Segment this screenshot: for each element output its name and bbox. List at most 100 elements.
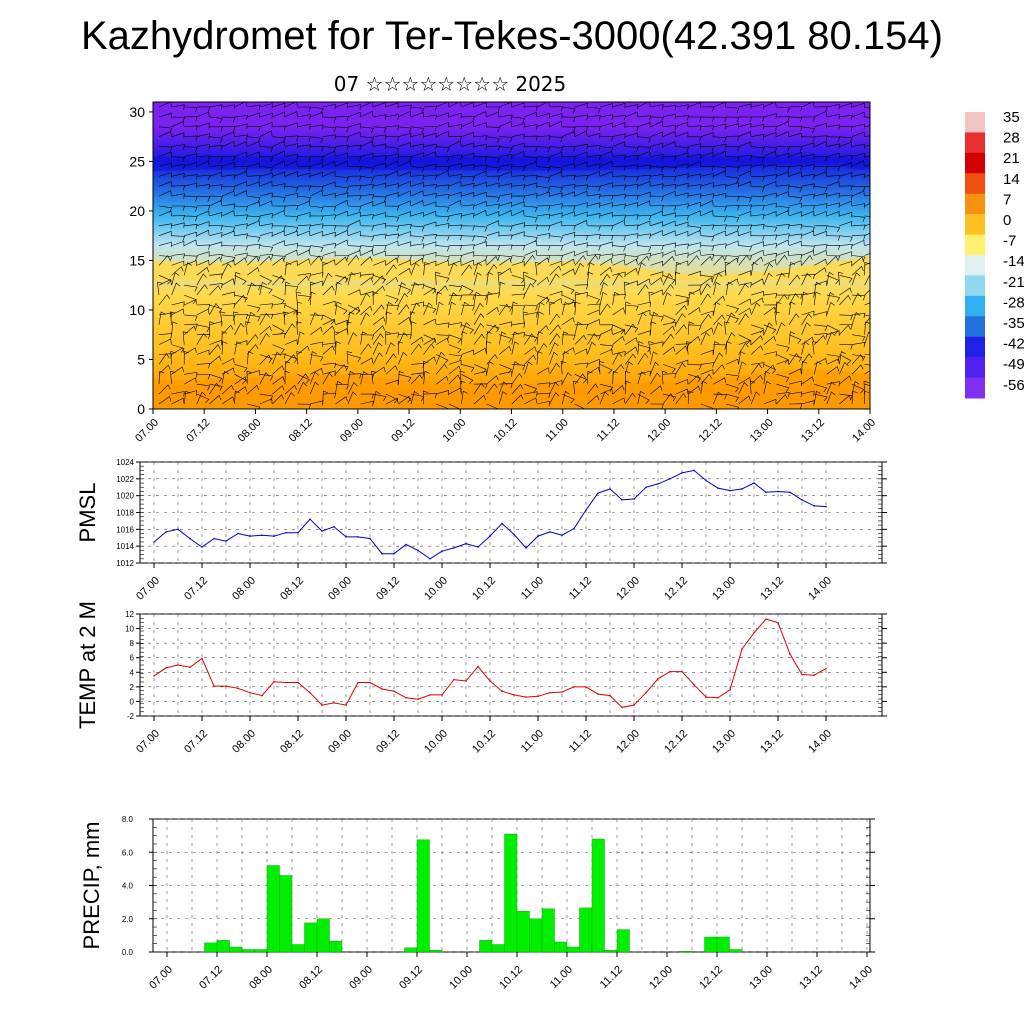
precip-x-tick-label: 09.12 [397, 964, 425, 992]
precip-x-tick-label: 13.12 [797, 964, 825, 992]
cross-x-tick-label: 13.00 [748, 417, 776, 445]
pmsl-data-point [297, 531, 299, 534]
temp-data-point [669, 670, 671, 673]
pmsl-data-point [309, 518, 311, 520]
colorbar-swatch [965, 214, 985, 236]
colorbar-label: 14 [1003, 171, 1020, 188]
pmsl-y-tick-label: 1022 [116, 475, 134, 484]
precip-bar [716, 936, 730, 953]
precip-y-tick-label: 4.0 [122, 882, 134, 891]
temp-data-point [501, 690, 503, 692]
pmsl-data-point [321, 530, 323, 532]
colorbar-label: 7 [1003, 191, 1011, 208]
temp-data-point [633, 704, 635, 706]
temp-data-point [213, 685, 215, 687]
precip-y-tick-label: 8.0 [122, 815, 134, 824]
pmsl-data-point [153, 541, 155, 543]
pmsl-data-point [465, 542, 467, 545]
temp-data-point [813, 674, 815, 676]
temp-data-point [645, 691, 647, 694]
temp-data-point [465, 680, 467, 682]
colorbar-label: -56 [1003, 377, 1024, 394]
temp-data-point [765, 618, 767, 620]
cross-x-tick-label: 08.00 [236, 417, 264, 445]
pmsl-data-point [369, 537, 371, 540]
pmsl-data-point [273, 535, 275, 537]
pmsl-data-point [765, 491, 767, 494]
pmsl-y-tick-label: 1016 [116, 525, 134, 534]
precip-bar [604, 950, 618, 953]
temp-data-point [225, 685, 227, 687]
pmsl-x-tick-label: 07.12 [182, 575, 210, 603]
pmsl-data-point [381, 552, 383, 555]
pmsl-data-point [597, 492, 599, 494]
freezing-level-band [153, 256, 870, 281]
pmsl-data-point [513, 533, 515, 536]
pmsl-x-tick-label: 09.00 [326, 575, 354, 603]
colorbar-label: -7 [1003, 233, 1016, 250]
pmsl-x-tick-label: 08.12 [278, 575, 306, 603]
temp-data-point [777, 621, 779, 624]
precip-bar [329, 941, 343, 953]
cross-y-tick-label: 25 [129, 153, 145, 169]
pmsl-data-point [753, 482, 755, 484]
precip-bar [254, 949, 268, 953]
temp-axis-title: TEMP at 2 M [75, 601, 100, 729]
pmsl-data-point [561, 534, 563, 536]
cross-x-tick-label: 08.12 [287, 417, 315, 445]
temp-data-point [201, 657, 203, 660]
temp-x-tick-label: 08.12 [278, 728, 306, 756]
temp-x-tick-label: 10.00 [422, 728, 450, 756]
cross-y-tick-label: 5 [137, 351, 145, 367]
temp-data-point [309, 691, 311, 694]
colorbar-label: 0 [1003, 212, 1011, 229]
temp-data-point [729, 689, 731, 691]
pmsl-data-point [789, 491, 791, 494]
precip-y-tick-label: 2.0 [122, 915, 134, 924]
pmsl-data-point [825, 505, 827, 508]
temp-x-tick-label: 13.00 [710, 728, 738, 756]
precipitation-panel: 8.0 6.0 4.0 2.0 0.0 07.00 07.12 08.00 08.12 09.00… [79, 815, 875, 992]
temp-x-tick-label: 08.00 [230, 728, 258, 756]
pmsl-x-tick-label: 10.12 [470, 575, 498, 603]
pmsl-data-point [345, 536, 347, 538]
temp-frame [139, 613, 883, 717]
colorbar-swatch [965, 295, 985, 317]
temp-y-tick-label: 0 [130, 697, 135, 706]
temp-data-point [165, 667, 167, 669]
precip-x-tick-label: 07.00 [147, 964, 175, 992]
colorbar-swatch [965, 336, 985, 358]
pmsl-x-tick-label: 10.00 [422, 575, 450, 603]
precip-bar [216, 940, 230, 953]
precip-x-tick-label: 13.00 [747, 964, 775, 992]
pmsl-x-tick-label: 11.00 [519, 575, 546, 602]
precip-bar [679, 951, 693, 953]
temp-data-point [537, 695, 539, 698]
precip-y-tick-label: 0.0 [122, 948, 134, 957]
precip-x-tick-label: 10.00 [447, 964, 475, 992]
temp-data-point [717, 697, 719, 699]
pmsl-x-tick-label: 13.12 [758, 575, 786, 603]
pmsl-data-point [201, 546, 203, 548]
temp-data-point [753, 632, 755, 634]
temp-x-tick-label: 13.12 [758, 728, 786, 756]
pmsl-data-point [729, 489, 731, 492]
colorbar-label: -49 [1003, 356, 1024, 373]
pmsl-y-tick-label: 1020 [116, 492, 134, 501]
colorbar-label: 21 [1003, 150, 1020, 167]
pmsl-data-point [393, 552, 395, 555]
temp-data-point [681, 670, 683, 673]
pmsl-y-tick-label: 1024 [116, 458, 134, 467]
temp-data-point [321, 704, 323, 706]
temp-data-point [477, 665, 479, 668]
colorbar: 35 28 21 14 7 0 -7 -14 -21 -28 -35 -42 -49 -56 [965, 109, 1024, 399]
pmsl-data-point [501, 522, 503, 525]
pmsl-x-tick-label: 12.00 [614, 575, 642, 603]
temp-data-point [693, 683, 695, 686]
temp-y-tick-label: 12 [125, 610, 134, 619]
temperature-panel: 12 10 8 6 4 2 0 -2 07.00 07.12 08.00 08.12 09.00 09.1… [75, 601, 887, 756]
cross-x-tick-label: 10.00 [440, 417, 468, 445]
precip-bar [529, 918, 543, 953]
pmsl-data-point [249, 535, 251, 537]
